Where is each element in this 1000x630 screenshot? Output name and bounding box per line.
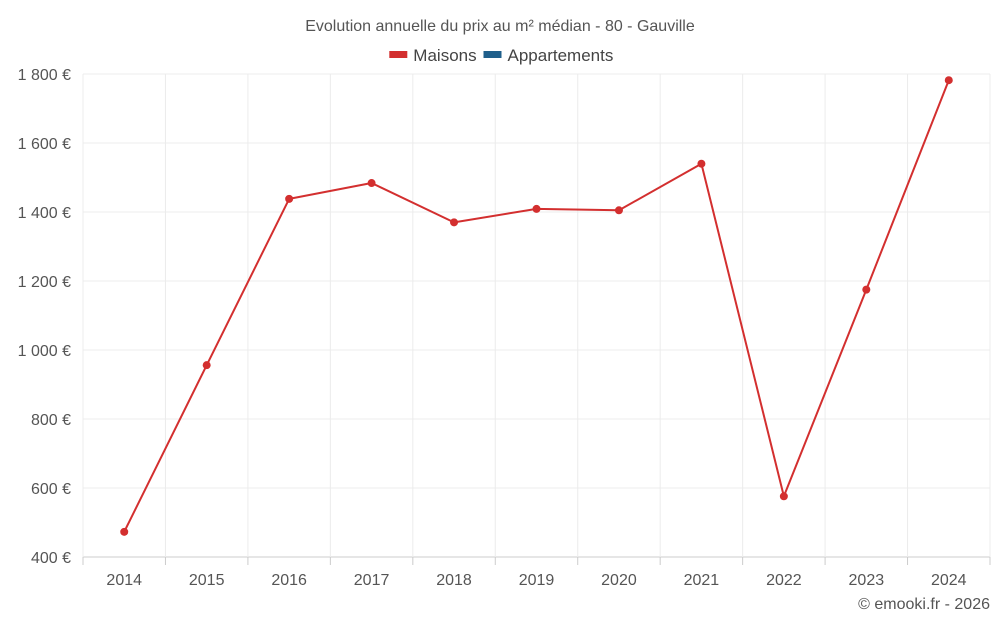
- legend-swatch: [483, 51, 502, 58]
- y-axis: 400 € 600 € 800 € 1 000 € 1 200 € 1 400 € 1 60…: [18, 67, 71, 567]
- grid: [82, 73, 991, 558]
- x-tick-label: 2022: [766, 572, 802, 589]
- legend-item-maisons[interactable]: Maisons: [389, 46, 477, 65]
- legend-item-appartements[interactable]: Appartements: [483, 46, 614, 65]
- x-tick-label: 2014: [106, 572, 142, 589]
- data-point-maisons-2017[interactable]: [367, 179, 376, 188]
- x-tick-label: 2020: [601, 572, 637, 589]
- y-tick-label: 600 €: [31, 481, 71, 498]
- y-tick-label: 400 €: [31, 550, 71, 567]
- chart-title: Evolution annuelle du prix au m² médian …: [305, 18, 695, 35]
- credit-text: © emooki.fr - 2026: [858, 596, 990, 613]
- y-tick-label: 800 €: [31, 412, 71, 429]
- x-tick-label: 2015: [189, 572, 225, 589]
- y-tick-label: 1 200 €: [18, 274, 71, 291]
- data-point-maisons-2023[interactable]: [862, 285, 871, 294]
- legend-label: Appartements: [508, 46, 614, 65]
- data-point-maisons-2016[interactable]: [285, 194, 294, 203]
- data-point-maisons-2014[interactable]: [120, 527, 129, 536]
- x-tick-label: 2019: [519, 572, 555, 589]
- x-tick-label: 2021: [684, 572, 720, 589]
- data-point-maisons-2020[interactable]: [614, 206, 623, 215]
- x-tick-label: 2024: [931, 572, 967, 589]
- legend-swatch: [389, 51, 408, 58]
- data-point-maisons-2019[interactable]: [532, 204, 541, 213]
- x-tick-label: 2016: [271, 572, 307, 589]
- x-tick-label: 2018: [436, 572, 472, 589]
- data-point-maisons-2015[interactable]: [202, 361, 211, 370]
- y-tick-label: 1 600 €: [18, 136, 71, 153]
- series-group: [120, 76, 953, 536]
- y-tick-label: 1 800 €: [18, 67, 71, 84]
- x-axis: 2014 2015 2016 2017 2018 2019 2020 2021 2022 2023…: [82, 557, 991, 589]
- data-point-maisons-2021[interactable]: [697, 159, 706, 168]
- data-point-maisons-2024[interactable]: [944, 76, 953, 85]
- legend: Maisons Appartements: [389, 46, 613, 65]
- y-tick-label: 1 000 €: [18, 343, 71, 360]
- legend-label: Maisons: [413, 46, 476, 65]
- y-tick-label: 1 400 €: [18, 205, 71, 222]
- x-tick-label: 2017: [354, 572, 390, 589]
- data-point-maisons-2022[interactable]: [779, 492, 788, 501]
- x-tick-label: 2023: [849, 572, 885, 589]
- data-point-maisons-2018[interactable]: [450, 218, 459, 227]
